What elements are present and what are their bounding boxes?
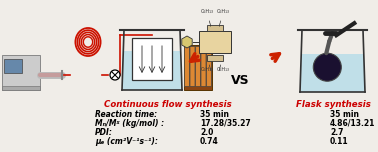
Circle shape — [110, 70, 120, 80]
Text: 17.28/35.27: 17.28/35.27 — [200, 119, 251, 128]
Polygon shape — [123, 51, 181, 90]
Text: Mₙ/Mᵡ (kg/mol) :: Mₙ/Mᵡ (kg/mol) : — [95, 119, 164, 128]
Text: PDI:: PDI: — [95, 128, 113, 137]
Text: C₆H₁₃: C₆H₁₃ — [217, 9, 229, 14]
Polygon shape — [301, 54, 364, 92]
Text: C₆H₁₃: C₆H₁₃ — [217, 67, 229, 72]
FancyBboxPatch shape — [184, 45, 212, 90]
FancyBboxPatch shape — [4, 59, 22, 73]
FancyBboxPatch shape — [201, 47, 206, 86]
Text: 0.11: 0.11 — [330, 137, 349, 146]
FancyBboxPatch shape — [199, 31, 231, 53]
FancyBboxPatch shape — [184, 47, 189, 86]
Text: 0.74: 0.74 — [200, 137, 219, 146]
Polygon shape — [182, 36, 192, 48]
FancyBboxPatch shape — [190, 47, 195, 86]
Circle shape — [313, 53, 341, 81]
FancyBboxPatch shape — [132, 38, 172, 80]
FancyBboxPatch shape — [2, 55, 40, 90]
Text: 35 min: 35 min — [200, 110, 229, 119]
Text: Continuous flow synthesis: Continuous flow synthesis — [104, 100, 232, 109]
FancyBboxPatch shape — [207, 55, 223, 61]
Text: Flask synthesis: Flask synthesis — [296, 100, 370, 109]
Text: 4.86/13.21: 4.86/13.21 — [330, 119, 375, 128]
Text: 2.0: 2.0 — [200, 128, 213, 137]
FancyBboxPatch shape — [207, 25, 223, 31]
Text: 2.7: 2.7 — [330, 128, 344, 137]
Text: C₆H₁₃: C₆H₁₃ — [200, 9, 214, 14]
Text: VS: VS — [231, 74, 249, 86]
Text: C₆H₁₃: C₆H₁₃ — [200, 67, 214, 72]
Text: μₑ (cm²V⁻¹s⁻¹):: μₑ (cm²V⁻¹s⁻¹): — [95, 137, 158, 146]
FancyBboxPatch shape — [195, 47, 200, 86]
Text: 35 min: 35 min — [330, 110, 359, 119]
FancyBboxPatch shape — [2, 86, 40, 90]
Text: Reaction time:: Reaction time: — [95, 110, 157, 119]
FancyBboxPatch shape — [206, 47, 212, 86]
